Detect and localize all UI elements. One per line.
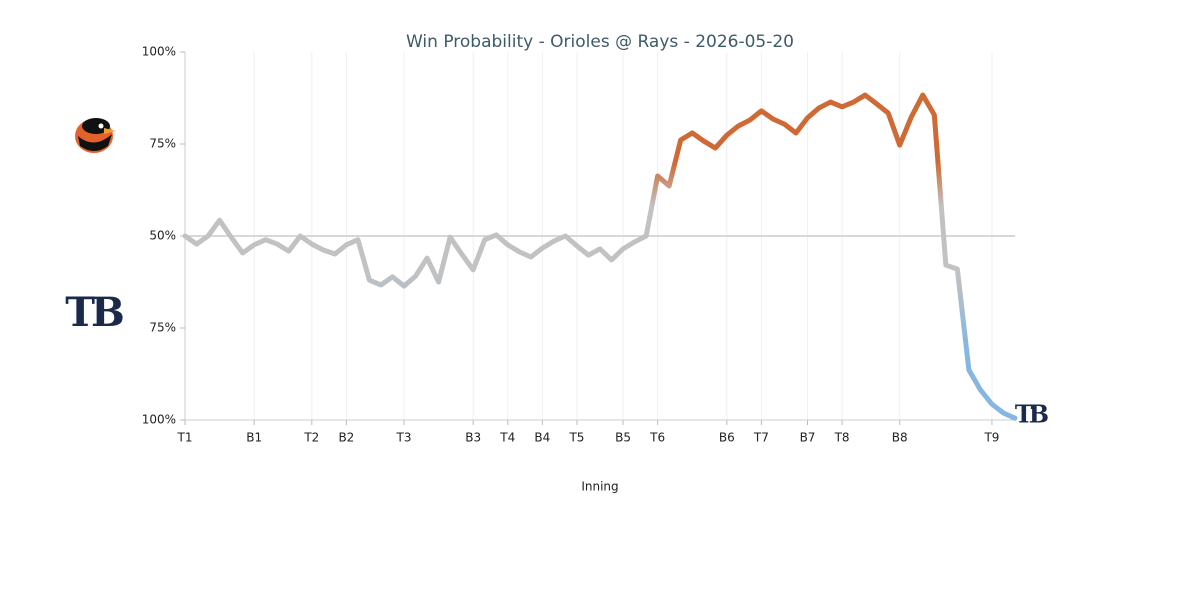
x-tick-label: T3 <box>396 431 412 445</box>
x-tick-label: T2 <box>303 431 319 445</box>
x-tick-label: B2 <box>338 431 354 445</box>
end-logo: TB <box>1015 400 1048 429</box>
x-tick-label: T9 <box>983 431 999 445</box>
chart-title: Win Probability - Orioles @ Rays - 2026-… <box>406 32 794 52</box>
home-logo: TB <box>65 289 123 336</box>
x-tick-label: B8 <box>892 431 908 445</box>
x-tick-label: T5 <box>568 431 584 445</box>
away-logo <box>75 118 116 153</box>
x-tick-label: T6 <box>649 431 665 445</box>
x-axis-label: Inning <box>581 480 618 494</box>
x-tick-label: T8 <box>834 431 850 445</box>
x-tick-label: B3 <box>465 431 481 445</box>
x-tick-label: B4 <box>534 431 550 445</box>
win-probability-line <box>182 92 1018 421</box>
y-tick-label: 75% <box>149 321 176 335</box>
x-tick-label: B5 <box>615 431 631 445</box>
y-tick-label: 50% <box>149 229 176 243</box>
x-tick-label: T4 <box>499 431 515 445</box>
y-tick-label: 100% <box>142 413 176 427</box>
y-tick-label: 100% <box>142 45 176 59</box>
x-tick-label: B7 <box>800 431 816 445</box>
x-tick-label: B6 <box>719 431 735 445</box>
x-tick-label: B1 <box>246 431 262 445</box>
x-tick-label: T1 <box>177 431 193 445</box>
y-tick-label: 75% <box>149 137 176 151</box>
x-tick-label: T7 <box>753 431 769 445</box>
